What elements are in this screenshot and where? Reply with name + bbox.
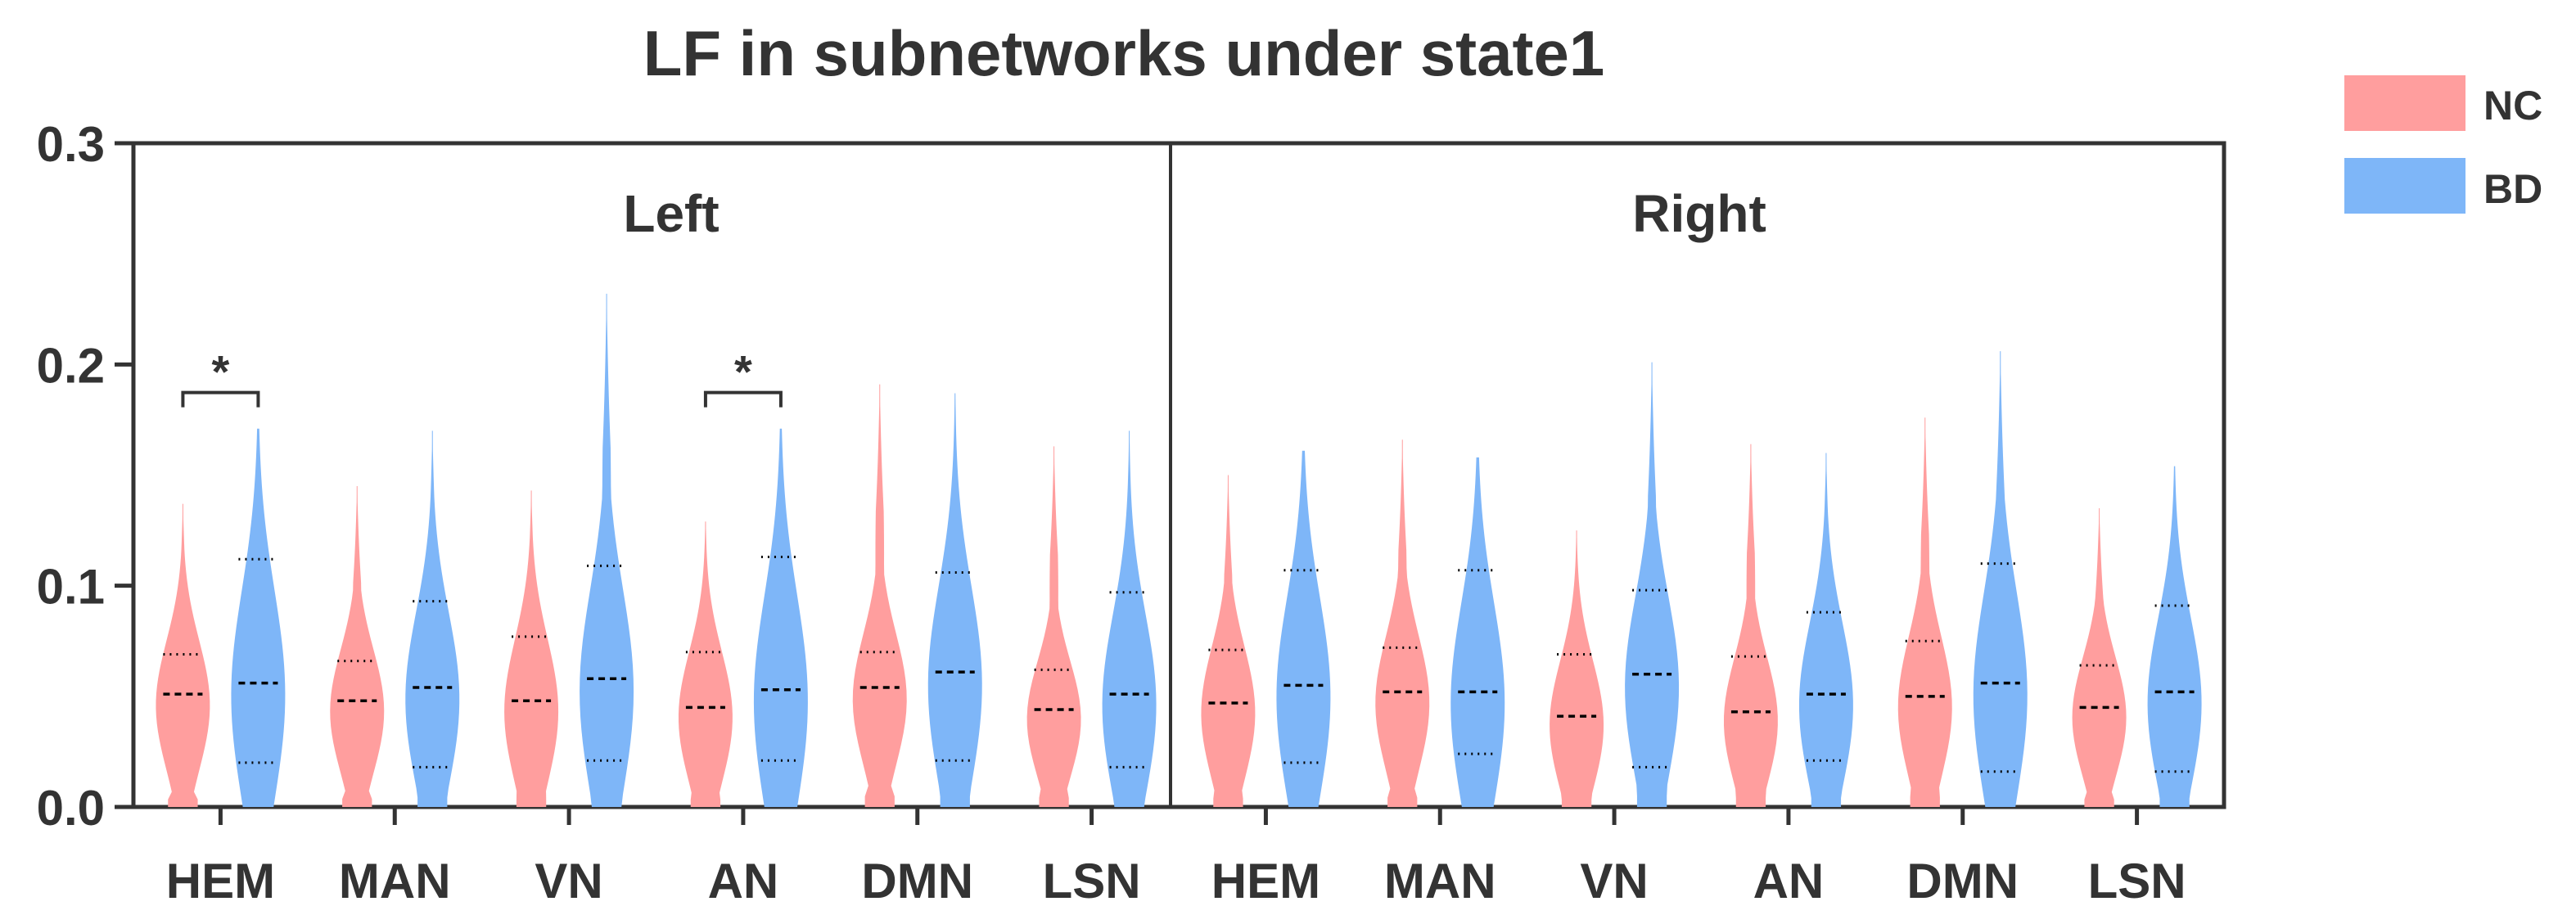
violin-bd [405, 430, 460, 807]
x-tick-label: AN [708, 854, 779, 908]
significance-bracket [181, 390, 260, 408]
y-axis: 0.0 0.1 0.2 0.3 [37, 117, 133, 836]
chart-title: LF in subnetworks under state1 [643, 17, 1605, 89]
x-tick-label: HEM [166, 854, 275, 908]
x-tick-label: VN [1580, 854, 1648, 908]
violin-bd [1798, 453, 1853, 807]
violin-nc [2072, 508, 2127, 807]
significance-bracket [703, 390, 783, 408]
violin-bd [753, 428, 808, 807]
plot-frame [131, 141, 2226, 809]
violin-bd [927, 393, 982, 807]
violin-nc [1375, 439, 1430, 807]
violins [156, 293, 2202, 807]
violin-bd [1276, 450, 1331, 807]
legend-label-bd: BD [2484, 166, 2542, 212]
violin-nc [156, 503, 210, 807]
axes [131, 141, 2226, 809]
violin-bd [1625, 362, 1680, 807]
legend-label-nc: NC [2484, 83, 2542, 128]
legend: NC BD [2344, 75, 2542, 214]
legend-swatch-nc [2344, 75, 2465, 131]
significance-label: * [734, 346, 752, 398]
x-tick-label: DMN [861, 854, 973, 908]
violin-nc [1897, 417, 1952, 807]
violin-nc [1201, 475, 1256, 807]
x-axis: HEM MAN VN AN DMN LSN HEM MAN VN AN DMN LSN [166, 807, 2186, 908]
violin-bd [1450, 457, 1505, 807]
violin-nc [1723, 444, 1778, 807]
x-tick-label: DMN [1906, 854, 2019, 908]
violin-nc [1550, 530, 1604, 807]
x-tick-label: AN [1753, 854, 1825, 908]
violin-nc [1026, 446, 1081, 807]
y-tick-label: 0.0 [37, 781, 105, 836]
x-tick-label: MAN [339, 854, 451, 908]
violin-nc [330, 486, 385, 807]
violin-bd [1973, 351, 2028, 807]
violin-nc [678, 521, 733, 807]
violin-nc [504, 490, 559, 807]
x-tick-label: VN [535, 854, 602, 908]
y-tick-label: 0.1 [37, 560, 105, 615]
x-tick-label: HEM [1211, 854, 1320, 908]
x-tick-label: LSN [2088, 854, 2186, 908]
y-tick-label: 0.3 [37, 117, 105, 172]
legend-swatch-bd [2344, 158, 2465, 214]
panel-label-left: Left [623, 184, 719, 243]
violin-nc [852, 384, 907, 807]
violin-bd [231, 428, 286, 807]
violin-bd [580, 293, 634, 807]
violin-bd [1102, 430, 1157, 807]
significance-markers: * * [181, 346, 783, 408]
x-tick-label: LSN [1043, 854, 1141, 908]
violin-bd [2147, 466, 2202, 807]
y-tick-label: 0.2 [37, 338, 105, 393]
panel-label-right: Right [1632, 184, 1766, 243]
x-tick-label: MAN [1384, 854, 1496, 908]
significance-label: * [212, 346, 230, 398]
